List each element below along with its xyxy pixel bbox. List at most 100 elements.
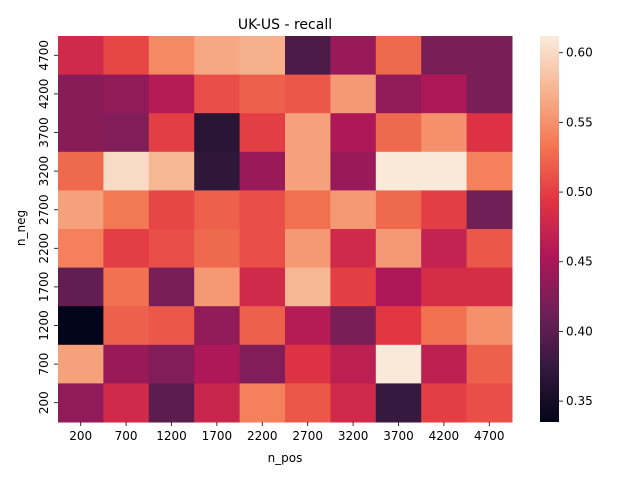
heatmap-cell: [466, 36, 513, 76]
heatmap-cell: [103, 113, 150, 153]
heatmap-cell: [466, 267, 513, 307]
heatmap-cell: [239, 190, 286, 230]
colorbar-tick-label: 0.60: [566, 46, 593, 60]
heatmap-cell: [466, 113, 513, 153]
heatmap-cell: [330, 306, 377, 346]
heatmap-cell: [285, 113, 331, 153]
heatmap-cell: [103, 229, 150, 269]
heatmap-cell: [103, 306, 150, 346]
y-tick-label: 4200: [37, 79, 51, 110]
heatmap-cell: [466, 383, 513, 423]
heatmap-cell: [330, 344, 377, 384]
heatmap-cell: [330, 113, 377, 153]
heatmap-cell: [466, 344, 513, 384]
y-axis-ticks: 4700 4200 3700 3200 2700 2200 1700 1200 700 200: [37, 40, 58, 414]
heatmap-cell: [58, 229, 104, 269]
x-tick-label: 3200: [338, 429, 369, 443]
x-tick-label: 2700: [292, 429, 323, 443]
heatmap-cell: [239, 306, 286, 346]
heatmap-cell: [330, 383, 377, 423]
heatmap-cell: [421, 267, 468, 307]
y-tick-label: 1700: [37, 272, 51, 303]
heatmap-cell: [58, 306, 104, 346]
heatmap-cell: [103, 383, 150, 423]
heatmap-cell: [239, 36, 286, 76]
y-tick-label: 700: [37, 353, 51, 376]
heatmap-cell: [194, 190, 241, 230]
heatmap-cell: [194, 36, 241, 76]
heatmap-cell: [375, 151, 422, 191]
heatmap-cell: [239, 151, 286, 191]
y-tick-label: 2200: [37, 233, 51, 264]
x-tick-label: 4200: [429, 429, 460, 443]
heatmap-cell: [421, 344, 468, 384]
y-tick-label: 3700: [37, 117, 51, 148]
heatmap-cell: [421, 229, 468, 269]
heatmap-cell: [103, 190, 150, 230]
heatmap-cell: [330, 74, 377, 114]
heatmap-cell: [103, 36, 150, 76]
heatmap-cell: [330, 36, 377, 76]
colorbar-tick-label: 0.35: [566, 394, 593, 408]
colorbar-tick-label: 0.45: [566, 255, 593, 269]
heatmap-cell: [466, 151, 513, 191]
x-tick-label: 1700: [202, 429, 233, 443]
heatmap-cell: [148, 383, 195, 423]
heatmap-cell: [58, 344, 104, 384]
heatmap-cell: [330, 267, 377, 307]
heatmap-cell: [285, 36, 331, 76]
heatmap-cell: [466, 74, 513, 114]
heatmap-cell: [103, 74, 150, 114]
y-axis-label: n_neg: [14, 210, 28, 246]
heatmap-cell: [375, 383, 422, 423]
y-tick-label: 200: [37, 391, 51, 414]
heatmap-cell: [148, 190, 195, 230]
heatmap-cell: [58, 267, 104, 307]
x-axis-label: n_pos: [268, 451, 303, 465]
heatmap-cell: [466, 229, 513, 269]
heatmap-cells: [58, 36, 513, 423]
heatmap-cell: [239, 344, 286, 384]
heatmap-cell: [285, 229, 331, 269]
x-tick-label: 2200: [247, 429, 278, 443]
x-tick-label: 4700: [474, 429, 505, 443]
heatmap-cell: [239, 113, 286, 153]
x-tick-label: 200: [69, 429, 92, 443]
x-axis-ticks: 200 700 1200 1700 2200 2700 3200 3700 4200 4700: [69, 422, 505, 443]
heatmap-cell: [148, 151, 195, 191]
heatmap-cell: [194, 267, 241, 307]
heatmap-cell: [421, 151, 468, 191]
heatmap-cell: [58, 74, 104, 114]
colorbar-gradient: [540, 36, 559, 422]
heatmap-cell: [148, 306, 195, 346]
heatmap-cell: [375, 344, 422, 384]
heatmap-cell: [285, 190, 331, 230]
heatmap-cell: [375, 306, 422, 346]
heatmap-cell: [421, 190, 468, 230]
heatmap-cell: [421, 113, 468, 153]
heatmap-cell: [285, 383, 331, 423]
heatmap-cell: [103, 151, 150, 191]
heatmap-cell: [103, 344, 150, 384]
heatmap-cell: [375, 113, 422, 153]
heatmap-cell: [239, 383, 286, 423]
heatmap-cell: [194, 383, 241, 423]
heatmap-cell: [148, 113, 195, 153]
colorbar-tick-label: 0.55: [566, 115, 593, 129]
heatmap-cell: [58, 36, 104, 76]
heatmap-cell: [148, 344, 195, 384]
heatmap-cell: [148, 36, 195, 76]
heatmap-cell: [466, 306, 513, 346]
heatmap-cell: [194, 151, 241, 191]
heatmap-cell: [421, 306, 468, 346]
heatmap-cell: [148, 267, 195, 307]
heatmap-cell: [330, 229, 377, 269]
heatmap-cell: [375, 190, 422, 230]
heatmap-cell: [239, 267, 286, 307]
y-tick-label: 2700: [37, 194, 51, 225]
heatmap-cell: [58, 113, 104, 153]
heatmap-cell: [103, 267, 150, 307]
heatmap-cell: [239, 74, 286, 114]
heatmap-cell: [421, 36, 468, 76]
